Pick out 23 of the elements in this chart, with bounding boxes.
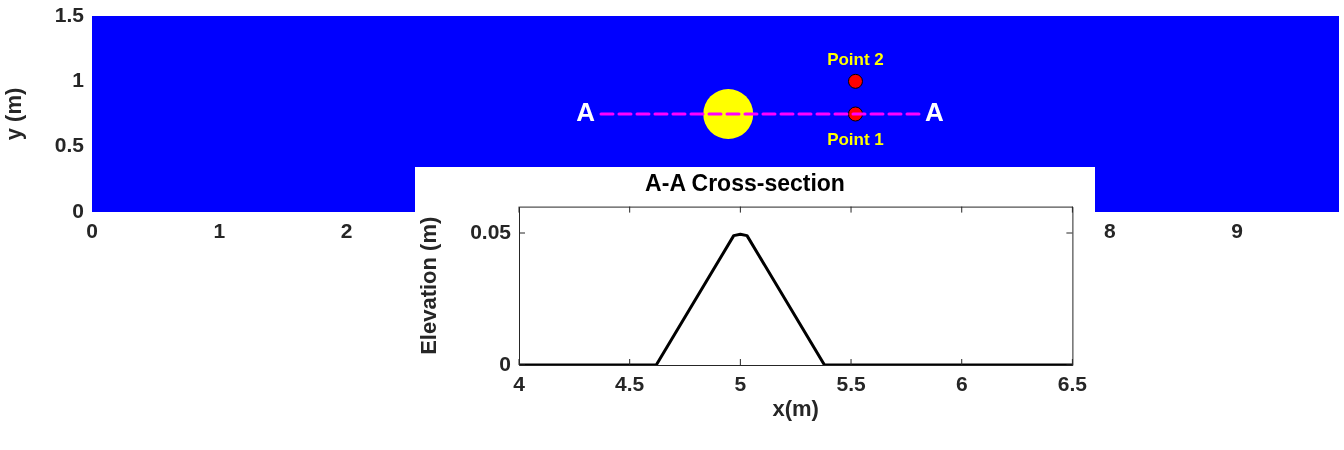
x-tick-label: 6.5	[1057, 372, 1088, 396]
chart-title: A-A Cross-section	[645, 170, 845, 197]
x-tick-label: 2	[340, 219, 353, 243]
x-tick-label: 9	[1231, 219, 1244, 243]
x-tick-label: 4	[513, 372, 526, 396]
y-tick-label: 0.05	[470, 219, 512, 243]
annotation: Point 2	[827, 50, 884, 70]
x-tick-label: 4.5	[615, 372, 645, 396]
y-tick-label: 1.5	[54, 2, 85, 26]
annotation: A	[576, 97, 596, 128]
x-tick-label: 5	[734, 372, 747, 396]
y-axis-title: Elevation (m)	[416, 216, 442, 355]
x-axis-title: x(m)	[772, 395, 819, 421]
y-tick-label: 1	[72, 68, 85, 92]
y-tick-label: 0	[72, 198, 84, 222]
y-tick-label: 0.5	[54, 133, 85, 157]
annotation: A	[925, 97, 945, 128]
x-tick-label: 6	[955, 372, 968, 396]
x-tick-label: 5.5	[836, 372, 866, 396]
y-axis-title: y (m)	[1, 87, 27, 141]
x-tick-label: 8	[1104, 219, 1117, 243]
annotation: Point 1	[827, 129, 884, 149]
x-tick-label: 1	[213, 219, 226, 243]
